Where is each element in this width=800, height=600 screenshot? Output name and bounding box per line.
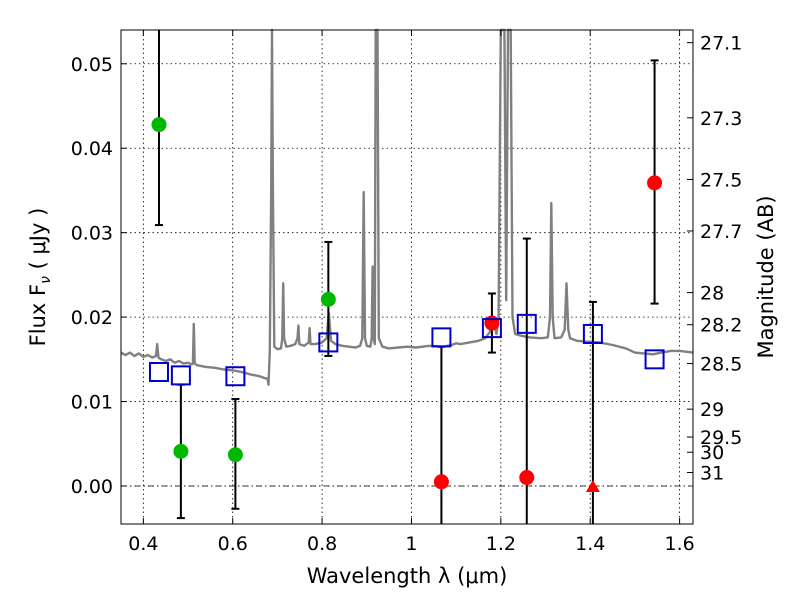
x-tick-label: 1 bbox=[405, 533, 417, 555]
data-point bbox=[484, 315, 500, 331]
model-photometry-point bbox=[516, 313, 537, 334]
y-tick-label: 0.05 bbox=[71, 54, 113, 76]
plot-background bbox=[121, 30, 693, 524]
data-point bbox=[647, 175, 663, 191]
model-photometry-point bbox=[225, 366, 246, 387]
magnitude-tick-label: 27.5 bbox=[700, 169, 742, 191]
magnitude-tick-label: 28.5 bbox=[700, 354, 742, 376]
y-axis-label-main: Flux F bbox=[26, 284, 50, 346]
y-axis-label: Flux Fν ( μJy ) bbox=[26, 208, 54, 347]
data-point bbox=[320, 291, 336, 307]
model-photometry-point bbox=[148, 362, 169, 382]
secondary-y-axis-label: Magnitude (AB) bbox=[754, 195, 778, 358]
y-tick-label: 0.03 bbox=[71, 223, 113, 245]
y-tick-label: 0.04 bbox=[71, 138, 113, 160]
x-axis-label: Wavelength λ (μm) bbox=[307, 564, 508, 588]
model-photometry-point bbox=[481, 318, 502, 339]
data-point bbox=[151, 117, 167, 133]
model-photometry-point bbox=[644, 349, 665, 370]
data-point bbox=[173, 443, 189, 459]
x-tick-label: 0.4 bbox=[128, 533, 158, 555]
data-markers bbox=[148, 117, 665, 492]
magnitude-tick-label: 30 bbox=[700, 442, 724, 464]
spectrum-line bbox=[120, 28, 694, 386]
upper-limit-marker bbox=[585, 480, 600, 492]
magnitude-tick-label: 28.2 bbox=[700, 315, 742, 337]
model-photometry-point bbox=[431, 327, 452, 348]
model-spectrum bbox=[120, 28, 694, 386]
x-tick-label: 1.4 bbox=[575, 533, 605, 555]
magnitude-tick-label: 31 bbox=[700, 462, 724, 484]
magnitude-tick-label: 27.1 bbox=[700, 33, 742, 55]
plot-frame bbox=[120, 29, 694, 525]
y-tick-label: 0.01 bbox=[71, 392, 113, 414]
data-point bbox=[519, 470, 535, 486]
data-point bbox=[227, 447, 243, 463]
magnitude-tick-label: 28 bbox=[700, 283, 724, 305]
x-tick-label: 1.2 bbox=[486, 533, 516, 555]
y-tick-label: 0.02 bbox=[71, 307, 113, 329]
y-axis-label-subscript: ν bbox=[38, 276, 54, 284]
magnitude-tick-label: 29 bbox=[700, 399, 724, 421]
axis-ticks: 0.4 0.6 0.8 1 1.2 1.4 1.6 0.00 0.01 0.02 0.03 0.04 0… bbox=[71, 30, 742, 555]
magnitude-tick-label: 27.7 bbox=[700, 221, 742, 243]
magnitude-tick-label: 27.3 bbox=[700, 108, 742, 130]
x-tick-label: 1.6 bbox=[664, 533, 694, 555]
y-axis-label-unit: ( μJy ) bbox=[26, 208, 50, 276]
data-point bbox=[433, 474, 449, 490]
model-photometry-point bbox=[318, 332, 339, 353]
magnitude-tick-label: 29.5 bbox=[700, 427, 742, 449]
y-tick-label: 0.00 bbox=[71, 476, 113, 498]
model-photometry-point bbox=[170, 365, 191, 386]
x-tick-label: 0.6 bbox=[218, 533, 248, 555]
model-photometry-point bbox=[582, 324, 603, 344]
x-tick-label: 0.8 bbox=[307, 533, 337, 555]
